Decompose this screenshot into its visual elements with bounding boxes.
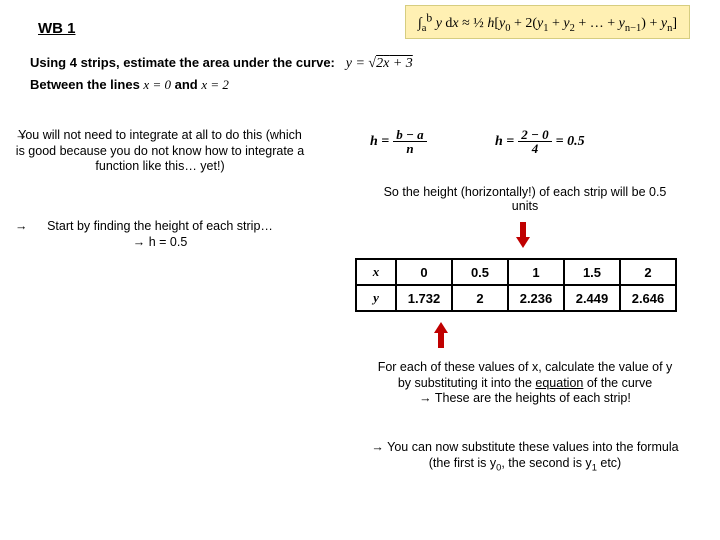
table-cell: 0 [396, 259, 452, 285]
page-title: WB 1 [38, 20, 76, 37]
intro-prefix: Using 4 strips, estimate the area under … [30, 55, 335, 70]
intro2-mid: and [175, 77, 202, 92]
table-cell: 2 [452, 285, 508, 311]
h-formula-substituted: h = 2 − 0 4 = 0.5 [495, 128, 585, 156]
table-cell: 1 [508, 259, 564, 285]
strip-height-note: So the height (horizontally!) of each st… [370, 185, 680, 213]
intro2-prefix: Between the lines [30, 77, 143, 92]
red-arrow-up-icon [434, 322, 448, 348]
row-label-y: y [356, 285, 396, 311]
red-arrow-down-icon [516, 222, 530, 248]
arrow-icon: → [15, 218, 28, 234]
row-label-x: x [356, 259, 396, 285]
bullet2-text2: → h = 0.5 [133, 235, 188, 249]
note-bullet-2: → Start by finding the height of each st… [15, 218, 305, 251]
h-formula-general: h = b − a n [370, 128, 427, 156]
table-cell: 1.5 [564, 259, 620, 285]
formula-substitution-note: → You can now substitute these values in… [370, 440, 680, 474]
frac-den: n [403, 142, 416, 156]
trapezium-rule-formula: ∫ab y dx ≈ ½ h[y0 + 2(y1 + y2 + … + yn−1… [405, 5, 690, 39]
h-lhs: h = [370, 134, 389, 150]
substitution-note: For each of these values of x, calculate… [370, 360, 680, 407]
bullet1-text: You will not need to integrate at all to… [16, 128, 304, 173]
table-row: y 1.732 2 2.236 2.449 2.646 [356, 285, 676, 311]
table-cell: 0.5 [452, 259, 508, 285]
intro2-eq1: x = 0 [143, 77, 171, 92]
para1-text: For each of these values of x, calculate… [378, 360, 673, 390]
frac2-num: 2 − 0 [518, 128, 551, 142]
note-bullet-1: → You will not need to integrate at all … [15, 128, 305, 175]
table-cell: 2.236 [508, 285, 564, 311]
frac-num: b − a [393, 128, 426, 142]
intro-line-1: Using 4 strips, estimate the area under … [30, 55, 413, 72]
h-fraction: b − a n [393, 128, 426, 156]
intro-equation: y = √2x + 3 [346, 56, 413, 71]
h-result: = 0.5 [556, 134, 585, 150]
h2-lhs: h = [495, 134, 514, 150]
arrow-icon: → [15, 128, 28, 144]
para1-line4: → These are the heights of each strip! [419, 391, 631, 405]
formula-text: ∫ab y dx ≈ ½ h[y0 + 2(y1 + y2 + … + yn−1… [418, 16, 677, 31]
bullet2-text1: Start by finding the height of each stri… [47, 219, 273, 233]
table-cell: 2.646 [620, 285, 676, 311]
frac2-den: 4 [529, 142, 542, 156]
table-cell: 2.449 [564, 285, 620, 311]
xy-data-table: x 0 0.5 1 1.5 2 y 1.732 2 2.236 2.449 2.… [355, 258, 677, 312]
intro-line-2: Between the lines x = 0 and x = 2 [30, 77, 229, 93]
table-row: x 0 0.5 1 1.5 2 [356, 259, 676, 285]
intro2-eq2: x = 2 [201, 77, 229, 92]
table-cell: 2 [620, 259, 676, 285]
table-cell: 1.732 [396, 285, 452, 311]
h2-fraction: 2 − 0 4 [518, 128, 551, 156]
